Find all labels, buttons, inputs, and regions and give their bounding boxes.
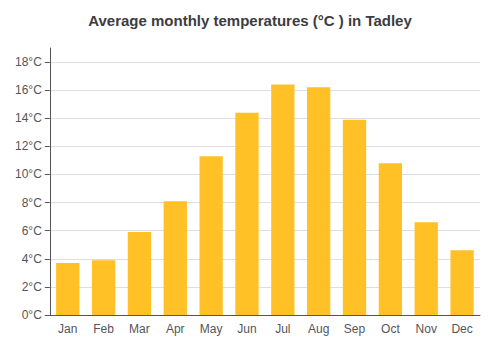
svg-text:16°C: 16°C	[15, 83, 42, 97]
svg-text:Dec: Dec	[451, 322, 472, 336]
svg-text:10°C: 10°C	[15, 167, 42, 181]
svg-text:14°C: 14°C	[15, 111, 42, 125]
svg-text:8°C: 8°C	[22, 196, 42, 210]
svg-text:May: May	[200, 322, 223, 336]
svg-text:Jul: Jul	[275, 322, 290, 336]
svg-text:Nov: Nov	[416, 322, 437, 336]
svg-text:4°C: 4°C	[22, 252, 42, 266]
svg-text:Jun: Jun	[237, 322, 256, 336]
svg-text:Aug: Aug	[308, 322, 329, 336]
svg-text:Apr: Apr	[166, 322, 185, 336]
svg-text:Oct: Oct	[381, 322, 400, 336]
svg-text:6°C: 6°C	[22, 224, 42, 238]
svg-text:Mar: Mar	[129, 322, 150, 336]
svg-text:12°C: 12°C	[15, 139, 42, 153]
svg-text:2°C: 2°C	[22, 280, 42, 294]
svg-text:Average monthly temperatures (: Average monthly temperatures (°C ) in Ta…	[88, 12, 412, 29]
svg-text:0°C: 0°C	[22, 308, 42, 322]
svg-text:Jan: Jan	[58, 322, 77, 336]
svg-text:Sep: Sep	[344, 322, 366, 336]
svg-text:18°C: 18°C	[15, 55, 42, 69]
svg-text:Feb: Feb	[93, 322, 114, 336]
